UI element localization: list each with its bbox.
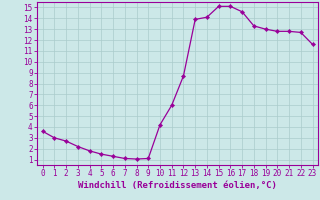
X-axis label: Windchill (Refroidissement éolien,°C): Windchill (Refroidissement éolien,°C) xyxy=(78,181,277,190)
